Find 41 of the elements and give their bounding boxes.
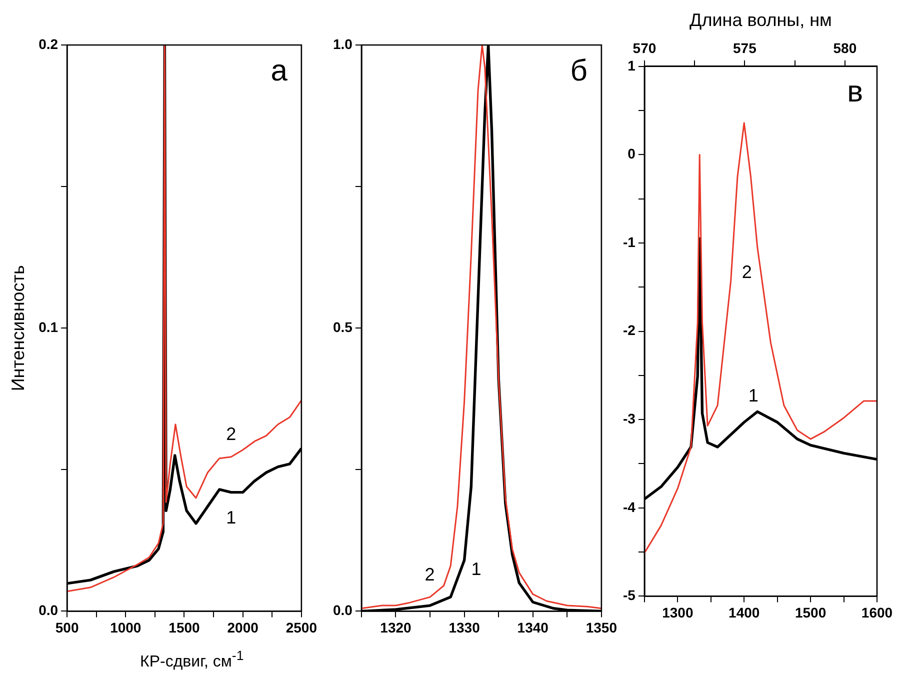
annotation: б	[570, 54, 588, 88]
x-tick-label: 1350	[586, 619, 618, 636]
series-label: 2	[226, 424, 236, 444]
y-tick-label: 0	[628, 146, 636, 162]
x-tick-label: 1330	[448, 619, 480, 636]
annotation: в	[847, 76, 863, 109]
series-label: 1	[471, 559, 482, 580]
y-tick-label: -5	[622, 587, 636, 604]
y-tick-label: 0.0	[332, 602, 353, 618]
y-tick-label: 0.2	[38, 36, 58, 52]
y-tick-label: -1	[622, 234, 636, 250]
x-tick-label: 1300	[662, 604, 694, 620]
y-tick-label: 1.0	[332, 36, 353, 52]
series-label: 2	[424, 564, 435, 585]
y-tick-label: 0.5	[332, 318, 353, 335]
x-tick-label: 500	[55, 619, 79, 636]
x2-axis-title: Длина волны, нм	[690, 10, 832, 30]
y-tick-label: 1	[628, 57, 636, 74]
series-label: 2	[742, 262, 752, 282]
x2-tick-label: 570	[632, 40, 656, 56]
x-tick-label: 1000	[110, 619, 142, 636]
x2-tick-label: 580	[833, 40, 857, 56]
y-tick-label: -3	[622, 410, 636, 426]
x-tick-label: 1600	[861, 604, 893, 620]
x-tick-label: 1500	[168, 619, 200, 636]
y-tick-label: -4	[622, 498, 636, 515]
x2-tick-label: 575	[733, 40, 757, 56]
x-tick-label: 2000	[227, 619, 259, 636]
y-axis-title: Интенсивность	[8, 265, 28, 392]
x-tick-label: 1400	[728, 604, 760, 620]
x-tick-label: 1340	[517, 619, 549, 636]
y-tick-label: 0.0	[38, 602, 58, 618]
series-label: 1	[226, 507, 236, 528]
series-label: 1	[748, 386, 758, 406]
x-tick-label: 1320	[380, 619, 412, 636]
y-tick-label: -2	[622, 322, 636, 338]
x-tick-label: 2500	[286, 619, 318, 636]
y-tick-label: 0.1	[38, 318, 58, 335]
annotation: а	[270, 54, 288, 88]
x-tick-label: 1500	[794, 604, 826, 620]
x-axis-title: КР-сдвиг, см$^{-1}$	[140, 648, 244, 672]
